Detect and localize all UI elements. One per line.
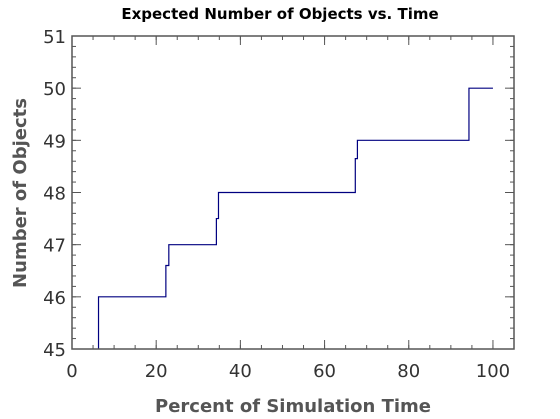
chart-title: Expected Number of Objects vs. Time bbox=[121, 5, 438, 23]
y-tick-label: 49 bbox=[43, 131, 66, 152]
y-tick-label: 50 bbox=[43, 79, 66, 100]
y-tick-label: 48 bbox=[43, 184, 66, 205]
x-tick-label: 60 bbox=[313, 361, 336, 382]
y-tick-label: 46 bbox=[43, 288, 66, 309]
y-axis-label: Number of Objects bbox=[10, 98, 31, 288]
y-tick-label: 51 bbox=[43, 27, 66, 48]
x-tick-label: 100 bbox=[476, 361, 510, 382]
y-tick-labels: 45 46 47 48 49 50 51 bbox=[43, 27, 66, 361]
y-tick-label: 45 bbox=[43, 340, 66, 361]
series-line bbox=[97, 87, 493, 349]
x-tick-label: 40 bbox=[229, 361, 252, 382]
plot-frame bbox=[71, 35, 515, 350]
x-tick-labels: 0 20 40 60 80 100 bbox=[66, 361, 510, 382]
x-tick-label: 20 bbox=[145, 361, 168, 382]
x-tick-label: 80 bbox=[397, 361, 420, 382]
x-tick-label: 0 bbox=[66, 361, 77, 382]
y-tick-label: 47 bbox=[43, 236, 66, 257]
x-axis-label: Percent of Simulation Time bbox=[155, 396, 431, 417]
